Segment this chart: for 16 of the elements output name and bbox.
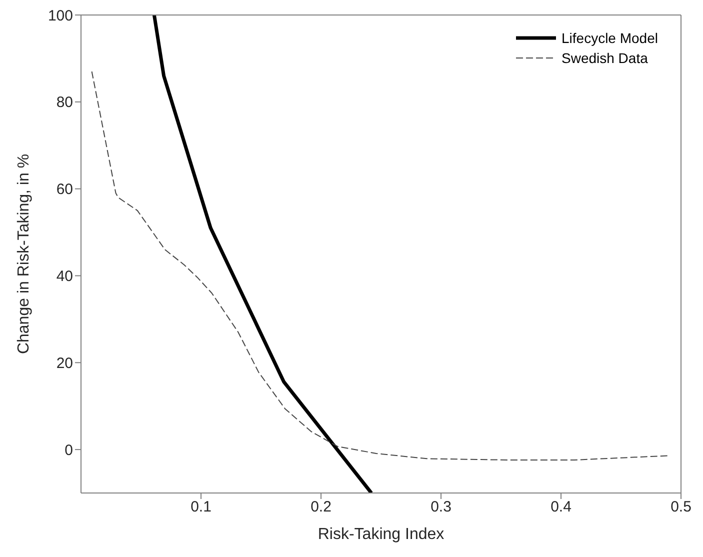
y-tick-label: 0 [64, 442, 73, 459]
y-tick-label: 100 [48, 7, 73, 24]
x-axis-title: Risk-Taking Index [318, 526, 444, 543]
legend-label: Swedish Data [562, 49, 648, 68]
x-tick-label: 0.3 [430, 498, 452, 516]
y-tick-label: 60 [56, 181, 73, 198]
x-tick-label: 0.5 [670, 498, 692, 516]
y-axis-title: Change in Risk-Taking, in % [16, 154, 33, 354]
y-tick-label: 80 [56, 94, 73, 112]
x-tick-label: 0.2 [310, 498, 332, 516]
legend-label: Lifecycle Model [562, 29, 658, 48]
y-tick-label: 40 [56, 268, 73, 286]
y-tick-label: 20 [56, 354, 73, 372]
x-tick-label: 0.1 [190, 498, 212, 516]
line-series [152, 15, 374, 493]
x-tick-label: 0.4 [550, 498, 572, 516]
